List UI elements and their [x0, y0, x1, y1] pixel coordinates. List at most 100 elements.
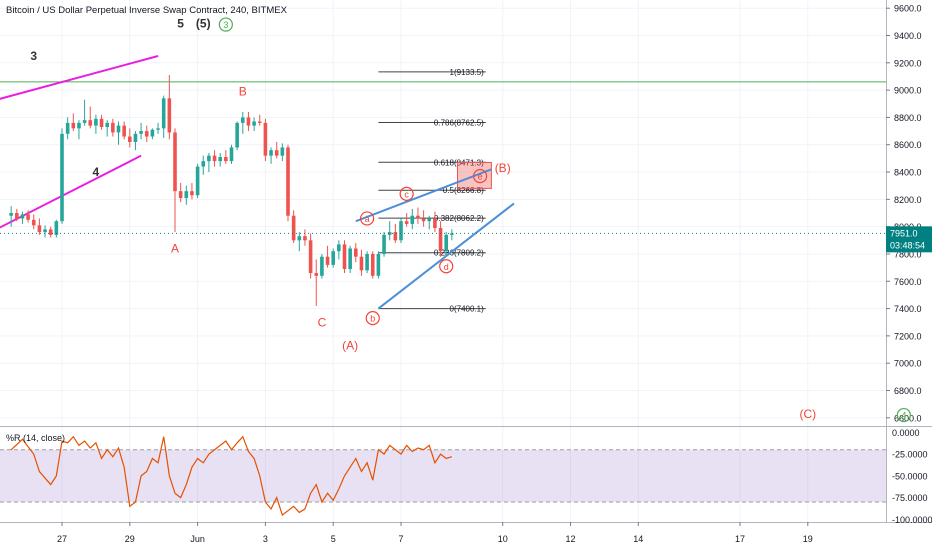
wave-label-circle	[218, 17, 233, 32]
blue-upper-trendline	[355, 168, 492, 223]
wave-label-circled: e	[478, 172, 483, 182]
candle-body	[37, 225, 42, 233]
rsi-tick-label: -75.0000	[892, 493, 928, 503]
blue-lower-trendline	[377, 202, 515, 310]
last-price-tag	[886, 226, 932, 253]
candle-body	[399, 221, 403, 241]
candle-body	[269, 150, 273, 156]
candle-body	[111, 122, 115, 133]
candle-body	[387, 232, 392, 235]
candle-body	[286, 147, 290, 216]
wave-label: B	[239, 85, 247, 99]
fib-level-label: 0.786(8762.5)	[434, 119, 484, 128]
wave-label: C	[318, 315, 327, 329]
candle-body	[376, 253, 381, 276]
wave-label-circle	[473, 169, 488, 184]
candle-body	[99, 118, 104, 127]
candle-body	[241, 117, 245, 123]
wave-label-circled: 4	[901, 411, 906, 421]
candle-body	[184, 191, 189, 198]
price-tick-label: 7600.0	[894, 277, 922, 287]
candle-body	[342, 244, 347, 269]
candle-body	[60, 133, 64, 222]
candle-body	[150, 129, 155, 137]
price-tick-label: 7800.0	[894, 249, 922, 259]
wave-label-circled: c	[404, 189, 409, 199]
candle-body	[26, 214, 30, 220]
candle-body	[94, 118, 98, 126]
wave-label: (C)	[799, 407, 816, 421]
candle-body	[370, 253, 375, 276]
candle-body	[421, 218, 426, 222]
rsi-indicator-label: %R (14, close)	[6, 433, 66, 443]
candle-body	[43, 229, 47, 233]
wave-label: 4	[93, 165, 100, 179]
magenta-lower-trendline	[0, 154, 142, 229]
fib-level-label: 0.5(8266.8)	[443, 186, 484, 195]
candle-body	[128, 136, 132, 142]
wave-label: 3	[30, 49, 37, 63]
time-tick-label: 10	[498, 534, 508, 544]
time-tick-label: 17	[735, 534, 745, 544]
last-price-label: 7951.0	[890, 228, 918, 238]
candle-body	[15, 213, 19, 219]
candle-body	[144, 131, 149, 137]
candle-body	[438, 228, 443, 252]
candle-body	[246, 117, 251, 126]
wave-label: (A)	[342, 339, 358, 353]
wave-label-circled: b	[370, 314, 375, 324]
wave-label-circled: d	[444, 262, 449, 272]
candle-body	[314, 273, 319, 276]
candle-body	[308, 240, 313, 274]
candle-body	[252, 121, 256, 126]
wave-label-circle	[439, 259, 454, 274]
candle-body	[263, 122, 268, 156]
price-tick-label: 9600.0	[894, 4, 922, 14]
wave-label: A	[171, 242, 179, 256]
fib-level-label: 0(7400.1)	[450, 305, 485, 314]
candle-body	[173, 132, 177, 192]
time-tick-label: 5	[331, 534, 336, 544]
candle-body	[20, 214, 25, 219]
candle-body	[139, 131, 143, 134]
wave-label-circled: 3	[223, 20, 228, 30]
wave-label: 5	[177, 16, 184, 30]
candle-body	[427, 218, 432, 222]
price-tick-label: 8800.0	[894, 113, 922, 123]
candle-body	[161, 98, 166, 129]
candle-body	[201, 161, 206, 167]
candle-body	[116, 125, 121, 133]
rsi-tick-label: -100.0000	[892, 515, 932, 525]
candle-body	[404, 221, 409, 224]
candle-body	[433, 218, 437, 229]
candle-body	[88, 120, 93, 126]
time-tick-label: 27	[57, 534, 67, 544]
candle-body	[77, 122, 81, 129]
candle-body	[450, 233, 454, 235]
candle-body	[280, 147, 285, 156]
candle-body	[337, 244, 341, 252]
candle-body	[71, 122, 76, 129]
chart-title: Bitcoin / US Dollar Perpetual Inverse Sw…	[6, 5, 287, 16]
candle-body	[303, 236, 307, 241]
candle-body	[31, 219, 36, 226]
rsi-line	[10, 435, 453, 517]
candle-body	[410, 215, 415, 224]
candle-body	[393, 232, 398, 241]
candle-body	[382, 234, 386, 254]
wave-label: (5)	[196, 16, 211, 30]
candle-body	[48, 229, 53, 235]
candle-body	[218, 157, 222, 162]
price-tick-label: 6800.0	[894, 386, 922, 396]
rsi-tick-label: 0.0000	[892, 428, 920, 438]
candle-body	[212, 155, 217, 162]
candle-body	[354, 248, 358, 257]
wave-label-circle	[896, 407, 911, 423]
rsi-tick-label: -50.0000	[892, 471, 928, 481]
candle-body	[320, 256, 324, 276]
candle-body	[257, 121, 262, 123]
price-tick-label: 9400.0	[894, 31, 922, 41]
time-tick-label: Jun	[190, 534, 205, 544]
last-price-countdown: 03:48:54	[890, 240, 925, 250]
